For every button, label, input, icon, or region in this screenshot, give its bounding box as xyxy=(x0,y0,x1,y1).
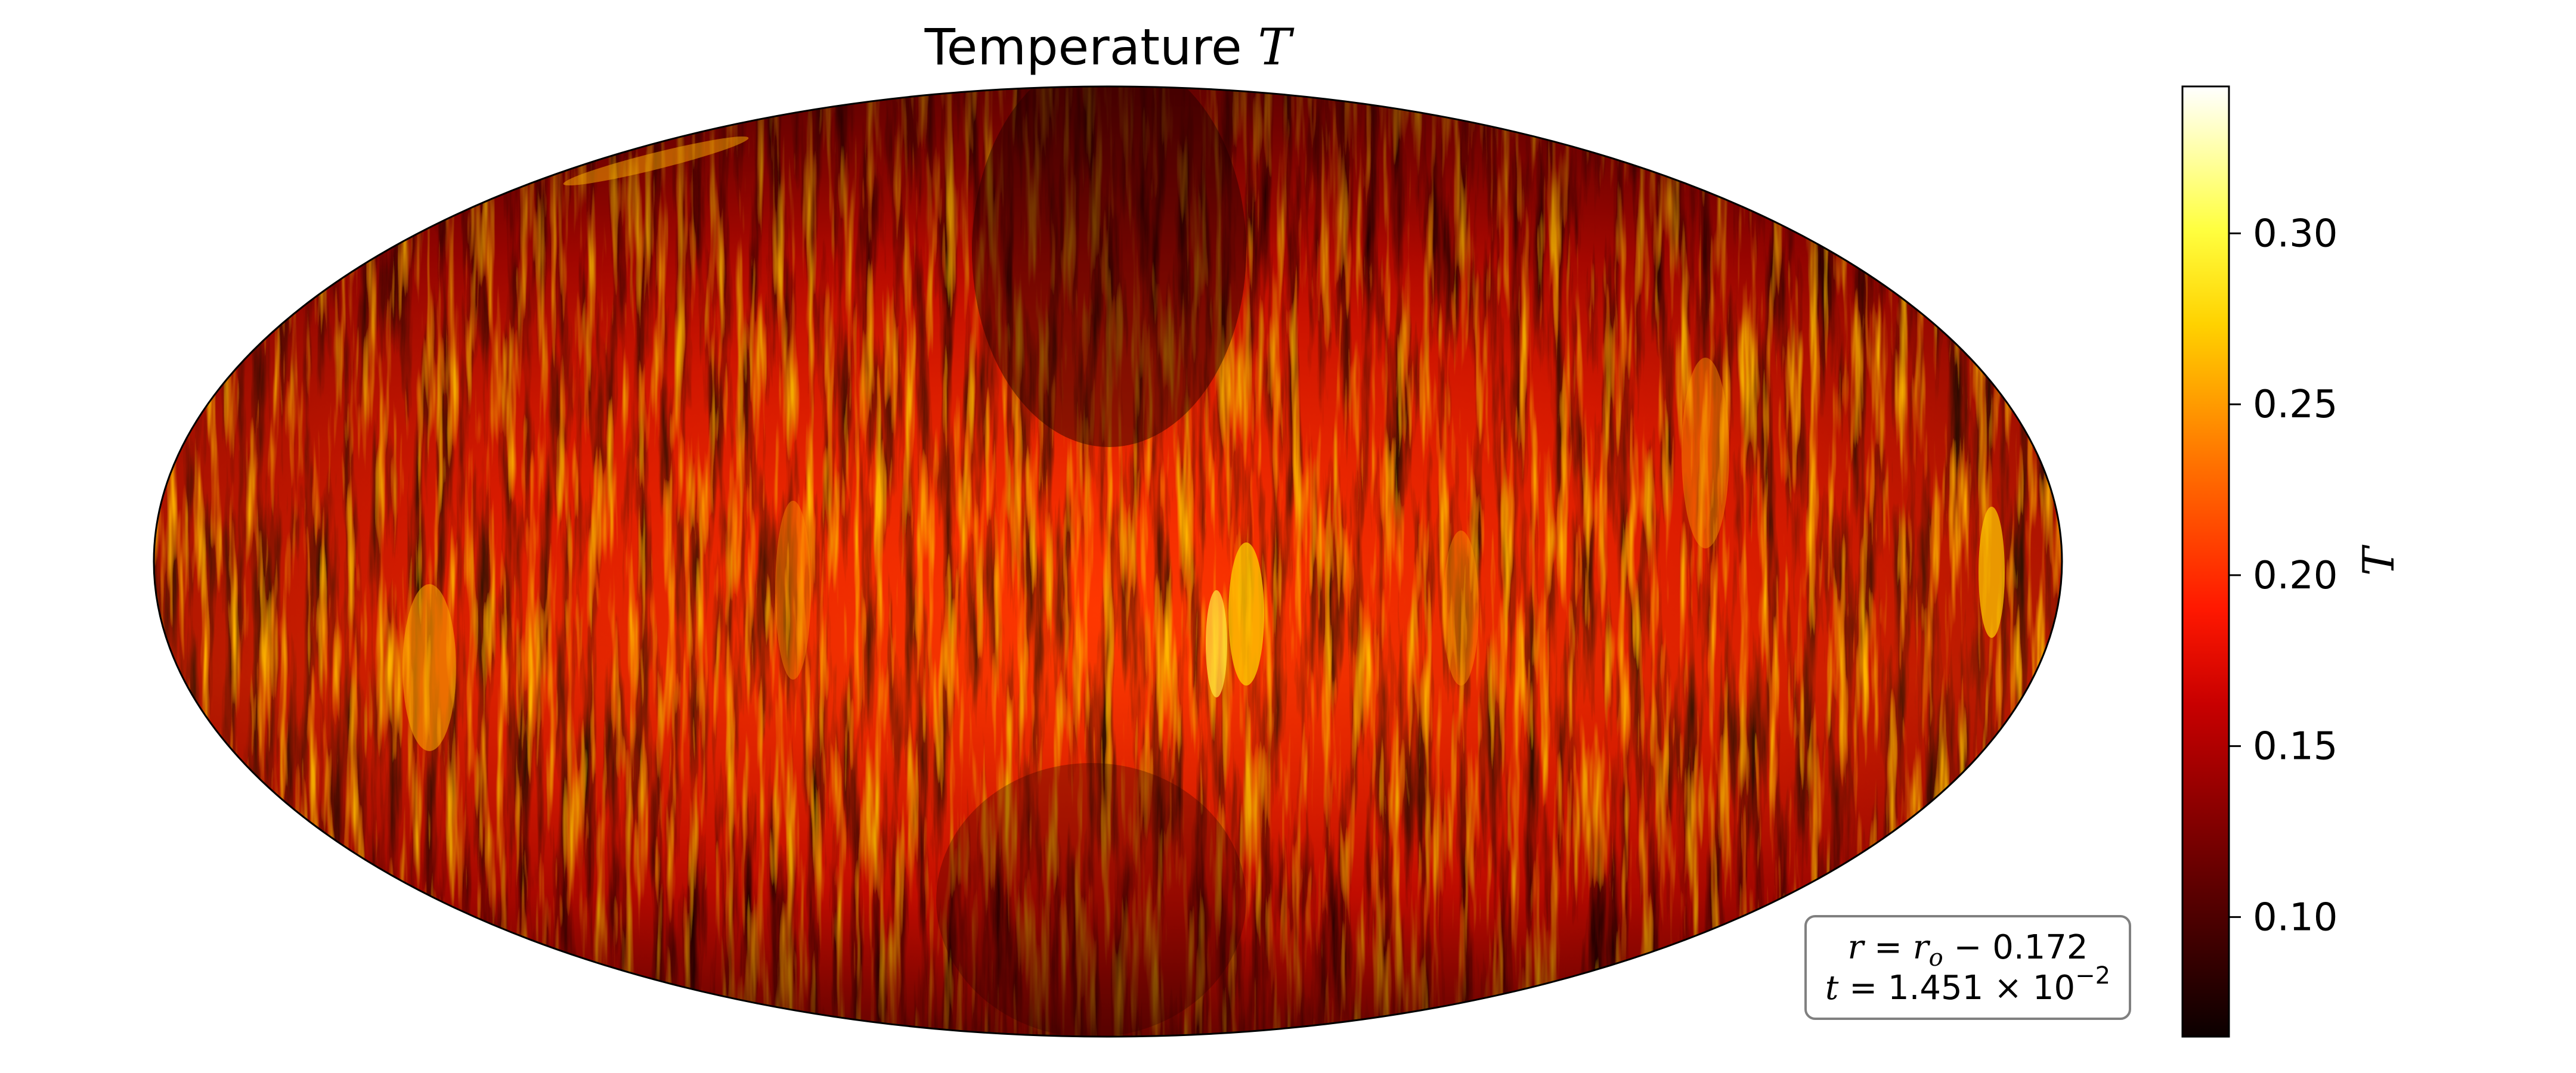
colorbar-label: T xyxy=(2354,544,2404,576)
cool-south-column xyxy=(936,763,1246,1037)
hot-plume xyxy=(1682,358,1729,548)
chart-title: Temperature T xyxy=(924,18,1295,76)
hot-plume xyxy=(563,136,749,186)
hot-plume xyxy=(775,501,811,680)
colorbar-tick-label: 0.10 xyxy=(2253,895,2338,939)
colorbar-tick-label: 0.30 xyxy=(2253,212,2338,256)
colorbar-gradient xyxy=(2181,85,2230,1038)
annotation-box: r = ro − 0.172 t = 1.451 × 10−2 xyxy=(1804,915,2131,1020)
annotation-time: t = 1.451 × 10−2 xyxy=(1825,962,2110,1007)
hot-plume xyxy=(402,584,456,751)
colorbar-tick-label: 0.15 xyxy=(2253,725,2338,769)
colorbar-ticks: 0.10 0.15 0.20 0.25 0.30 xyxy=(2229,212,2338,939)
colorbar: 0.10 0.15 0.20 0.25 0.30 T xyxy=(2181,85,2404,1038)
map-outline xyxy=(153,85,2063,1038)
hot-plume xyxy=(1228,542,1264,686)
hot-plume xyxy=(1206,590,1227,697)
colorbar-tick-label: 0.25 xyxy=(2253,383,2338,427)
latitude-shading xyxy=(154,86,2062,1037)
annotation-frame xyxy=(1804,915,2131,1020)
colorbar-tick-label: 0.20 xyxy=(2253,554,2338,598)
annotation-radius: r = ro − 0.172 xyxy=(1847,928,2088,972)
hot-plume xyxy=(1979,507,2005,638)
cool-north-column xyxy=(972,86,1246,447)
hot-plume xyxy=(1443,531,1479,686)
mollweide-map xyxy=(154,86,2062,1037)
